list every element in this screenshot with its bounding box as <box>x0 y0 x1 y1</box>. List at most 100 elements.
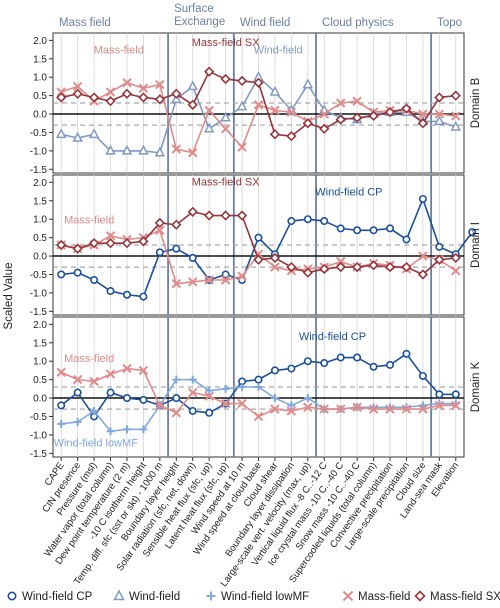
data-point <box>204 391 214 401</box>
data-point <box>352 112 363 123</box>
data-point <box>253 77 264 88</box>
data-point <box>73 268 82 277</box>
data-point <box>105 87 116 97</box>
data-point <box>122 290 131 299</box>
y-tick-label: -1.5 <box>30 449 48 460</box>
data-point <box>303 357 312 366</box>
group-label: Exchange <box>174 16 225 28</box>
data-point <box>434 400 445 411</box>
data-point <box>72 374 83 385</box>
legend-marker <box>206 591 216 601</box>
data-point <box>171 219 182 230</box>
data-point <box>320 359 329 368</box>
data-point <box>417 118 429 129</box>
y-tick-label: 0.5 <box>33 233 47 244</box>
data-point <box>154 217 165 229</box>
data-point <box>269 129 281 140</box>
data-point <box>237 142 247 152</box>
panel-3: -1.5 -1.0 -0.5 0.0 0.5 1.0 1.5 2.0 Mass-field Win… <box>30 316 482 460</box>
annotation: Mass-field <box>94 44 144 56</box>
data-point <box>122 425 131 434</box>
data-point <box>57 401 66 410</box>
group-label: Surface <box>174 3 214 15</box>
data-point <box>386 360 395 369</box>
data-point <box>106 287 115 296</box>
data-point <box>401 261 412 273</box>
y-tick-label: 1.5 <box>33 196 47 207</box>
panel-title: Domain K <box>470 361 482 412</box>
data-point <box>253 100 264 110</box>
data-point <box>172 375 181 384</box>
data-point <box>335 256 346 267</box>
y-axis-title: Scaled Value <box>3 263 15 330</box>
data-point <box>401 404 412 414</box>
data-point <box>287 364 296 373</box>
data-point <box>237 398 247 409</box>
data-point <box>204 105 214 116</box>
annotation: Wind-field CP <box>315 186 382 198</box>
data-point <box>155 400 165 411</box>
data-point <box>303 215 312 224</box>
data-point <box>155 248 164 257</box>
data-point <box>106 388 115 397</box>
data-point <box>302 78 314 89</box>
y-tick-label: 2.0 <box>33 320 47 331</box>
data-point <box>122 394 131 403</box>
data-point <box>369 362 378 371</box>
data-point <box>254 375 263 384</box>
y-tick-label: 1.5 <box>33 54 47 65</box>
data-point <box>319 123 330 134</box>
legend-label: Mass-field <box>358 591 410 603</box>
data-point <box>335 404 346 414</box>
data-point <box>188 387 198 398</box>
data-point <box>319 404 329 414</box>
data-point <box>335 261 346 273</box>
data-point <box>286 131 297 142</box>
data-point <box>253 254 264 265</box>
data-point <box>269 252 281 264</box>
legend-marker <box>342 590 354 602</box>
data-point <box>236 100 248 111</box>
annotation: Wind-field <box>254 44 303 56</box>
data-point <box>286 406 297 416</box>
data-point <box>401 103 412 114</box>
y-tick-label: -0.5 <box>30 128 48 139</box>
data-point <box>319 109 329 119</box>
data-point <box>320 217 329 226</box>
data-point <box>139 292 148 301</box>
data-point <box>418 404 428 414</box>
data-point <box>205 386 214 395</box>
data-point <box>171 278 182 289</box>
y-tick-label: 1.5 <box>33 338 47 349</box>
y-tick-label: 2.0 <box>33 178 47 189</box>
y-tick-label: 0.5 <box>33 375 47 386</box>
data-point <box>57 419 66 428</box>
data-point <box>286 261 297 273</box>
y-tick-label: -1.0 <box>30 146 48 157</box>
y-tick-label: 0.5 <box>33 91 47 102</box>
annotation: Mass-field <box>64 215 114 227</box>
data-point <box>368 110 379 122</box>
data-point <box>319 263 330 275</box>
y-tick-label: 1.0 <box>33 73 47 84</box>
panels: -1.5 -1.0 -0.5 0.0 0.5 1.0 1.5 2.0 Mass-field Mas… <box>30 32 482 460</box>
data-point <box>287 217 296 226</box>
data-point <box>138 92 149 103</box>
data-point <box>418 251 428 261</box>
data-point <box>384 107 396 118</box>
data-point <box>418 371 427 380</box>
legend-label: Wind-field CP <box>22 591 93 603</box>
data-point <box>73 418 82 426</box>
data-point <box>105 231 116 241</box>
data-point <box>220 124 231 134</box>
legend-marker <box>414 590 426 602</box>
data-point <box>155 79 165 90</box>
y-tick-label: -1.0 <box>30 430 48 441</box>
data-point <box>138 83 149 93</box>
y-tick-label: 2.0 <box>33 36 47 47</box>
annotation: Wind-field lowMF <box>54 438 139 450</box>
data-point <box>468 228 477 237</box>
data-point <box>434 254 445 265</box>
data-point <box>203 122 215 133</box>
